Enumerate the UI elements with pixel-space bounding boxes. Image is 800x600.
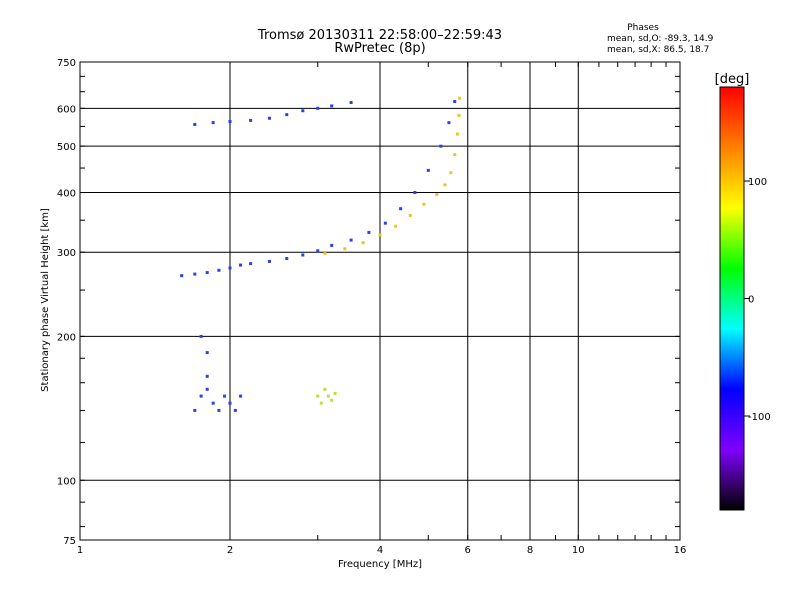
trace-point [205, 374, 209, 378]
trace-point [193, 408, 197, 412]
trace-point [349, 238, 353, 242]
trace-point [301, 109, 305, 113]
trace-point [211, 401, 215, 405]
y-tick-label: 400 [57, 188, 76, 199]
trace-point [455, 132, 459, 136]
chart-subtitle: RwPretec (8p) [334, 41, 425, 56]
trace-point [447, 121, 451, 125]
x-tick-label: 1 [77, 545, 83, 556]
x-tick-label: 10 [572, 545, 585, 556]
trace-point [439, 144, 443, 148]
y-axis-label: Stationary phase Virtual Height [km] [40, 208, 51, 392]
trace-point [316, 249, 320, 253]
trace-point [228, 266, 232, 270]
trace-point [217, 408, 221, 412]
trace-point [394, 224, 398, 228]
trace-point [316, 106, 320, 110]
y-tick-label: 100 [57, 476, 76, 487]
trace-point [349, 101, 353, 105]
trace-point [323, 387, 327, 391]
trace-point [228, 401, 232, 405]
y-axis-ticks: 75 100 200 300 400 500 600 750 [57, 58, 680, 547]
trace-point [422, 202, 426, 206]
trace-point [343, 247, 347, 251]
data-traces [180, 96, 462, 412]
y-tick-label: 300 [57, 248, 76, 259]
trace-point [330, 398, 334, 402]
x-tick-label: 8 [527, 545, 533, 556]
trace-point [326, 394, 330, 398]
x-tick-label: 6 [465, 545, 471, 556]
trace-point [435, 193, 439, 197]
trace-point [285, 257, 289, 261]
trace-point [233, 408, 237, 412]
x-tick-label: 16 [674, 545, 687, 556]
trace-point [323, 252, 327, 256]
trace-point [285, 113, 289, 117]
trace-point [249, 262, 253, 266]
trace-point [449, 171, 453, 175]
trace-point [330, 243, 334, 247]
trace-point [239, 394, 243, 398]
trace-point [426, 168, 430, 172]
trace-point [361, 241, 365, 245]
trace-point [413, 190, 417, 194]
trace-point [199, 334, 203, 338]
phases-o-stats: mean, sd,O: -89.3, 14.9 [607, 34, 714, 44]
colorbar-tick-label: 100 [748, 177, 767, 188]
phases-x-stats: mean, sd,X: 86.5, 18.7 [607, 45, 709, 55]
trace-point [180, 274, 184, 278]
colorbar-ticks: 100 0 -100 [744, 177, 771, 423]
trace-point [267, 116, 271, 120]
trace-point [458, 96, 462, 100]
x-axis-ticks: 1 2 4 6 8 10 16 [77, 62, 687, 556]
colorbar [719, 86, 745, 511]
colorbar-tick-label: -100 [748, 412, 771, 423]
trace-point [319, 401, 323, 405]
y-tick-label: 500 [57, 142, 76, 153]
trace-point [330, 104, 334, 108]
y-tick-label: 600 [57, 104, 76, 115]
y-tick-label: 75 [63, 536, 76, 547]
y-tick-label: 750 [57, 58, 76, 69]
trace-point [193, 272, 197, 276]
x-tick-label: 4 [377, 545, 383, 556]
trace-point [249, 118, 253, 122]
trace-point [211, 121, 215, 125]
trace-point [217, 268, 221, 272]
grid-lines [80, 62, 680, 540]
trace-point [316, 394, 320, 398]
trace-point [453, 100, 457, 104]
phases-heading: Phases [627, 23, 659, 33]
trace-point [193, 123, 197, 127]
colorbar-tick-label: 0 [748, 295, 754, 306]
trace-point [205, 351, 209, 355]
trace-point [378, 233, 382, 237]
x-tick-label: 2 [227, 545, 233, 556]
trace-point [301, 253, 305, 257]
trace-point [205, 387, 209, 391]
trace-point [267, 259, 271, 263]
y-tick-label: 200 [57, 332, 76, 343]
colorbar-label: [deg] [715, 72, 750, 87]
x-axis-label: Frequency [MHz] [338, 559, 422, 570]
trace-point [383, 221, 387, 225]
trace-point [408, 214, 412, 218]
trace-point [223, 394, 227, 398]
chart-title: Tromsø 20130311 22:58:00–22:59:43 [257, 28, 502, 43]
trace-point [367, 230, 371, 234]
trace-point [399, 207, 403, 211]
trace-point [228, 120, 232, 124]
trace-point [239, 263, 243, 267]
trace-point [457, 113, 461, 117]
trace-point [333, 391, 337, 395]
trace-point [199, 394, 203, 398]
trace-point [205, 271, 209, 275]
trace-point [443, 183, 447, 187]
trace-point [453, 153, 457, 157]
